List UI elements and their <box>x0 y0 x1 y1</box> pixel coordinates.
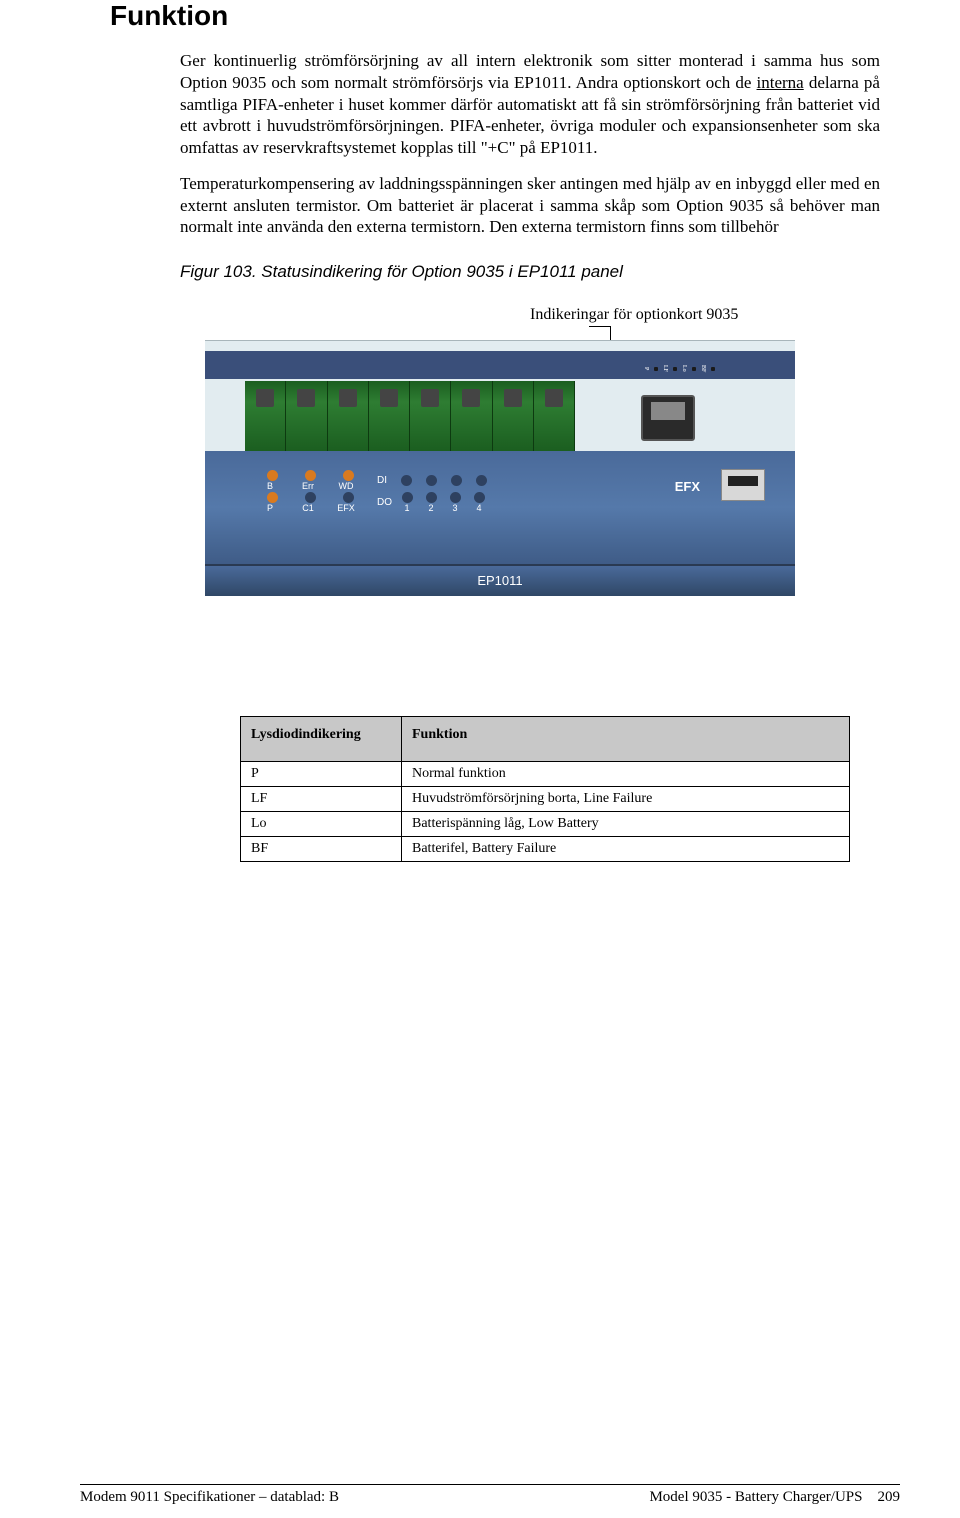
device-illustration: P LF Lo BF B Err WD DI P C1 EFX DO 1234 EFX EP1011 <box>205 340 795 596</box>
table-cell: Batterifel, Battery Failure <box>402 837 850 862</box>
table-row: LoBatterispänning låg, Low Battery <box>241 812 850 837</box>
terminal-segment <box>286 381 327 451</box>
tiny-led <box>673 367 677 371</box>
led-row-2: P C1 EFX DO 1234 <box>257 491 795 513</box>
figure-caption: Figur 103. Statusindikering för Option 9… <box>180 262 880 282</box>
led-label: B <box>257 481 283 491</box>
table-cell: LF <box>241 787 402 812</box>
led-label: C1 <box>295 503 321 513</box>
terminal-segment <box>451 381 492 451</box>
tiny-led <box>692 367 696 371</box>
device-model-bar: EP1011 <box>205 566 795 596</box>
led-label: EFX <box>333 503 359 513</box>
usb-port <box>721 469 765 501</box>
table-cell: BF <box>241 837 402 862</box>
table-cell: Batterispänning låg, Low Battery <box>402 812 850 837</box>
footer-right: Model 9035 - Battery Charger/UPS 209 <box>649 1489 900 1506</box>
panel-led <box>474 492 485 503</box>
footer-page-num: 209 <box>878 1489 901 1505</box>
panel-led <box>402 492 413 503</box>
panel-led <box>426 475 437 486</box>
panel-led <box>343 470 354 481</box>
th-indikering: Lysdiodindikering <box>241 717 402 762</box>
tiny-led <box>654 367 658 371</box>
paragraph-2: Temperaturkompensering av laddningsspänn… <box>110 173 880 238</box>
tiny-led-label: BF <box>700 365 706 372</box>
indikeringar-label: Indikeringar för optionkort 9035 <box>530 306 880 324</box>
table-cell: Lo <box>241 812 402 837</box>
terminal-segment <box>245 381 286 451</box>
table-row: BFBatterifel, Battery Failure <box>241 837 850 862</box>
terminal-segment <box>410 381 451 451</box>
terminal-block <box>245 381 575 451</box>
terminal-segment <box>493 381 534 451</box>
row-di-label: DI <box>377 475 387 486</box>
panel-led <box>450 492 461 503</box>
panel-led <box>476 475 487 486</box>
table-row: LFHuvudströmförsörjning borta, Line Fail… <box>241 787 850 812</box>
led-num-label: 2 <box>422 503 440 513</box>
tiny-led-label: Lo <box>681 365 687 372</box>
panel-led <box>401 475 412 486</box>
option9035-leds: P LF Lo BF <box>643 365 715 372</box>
terminal-segment <box>534 381 575 451</box>
led-label: Err <box>295 481 321 491</box>
footer-left: Modem 9011 Specifikationer – datablad: B <box>80 1489 339 1506</box>
pcb-strip: P LF Lo BF <box>205 351 795 379</box>
terminal-segment <box>328 381 369 451</box>
page-footer: Modem 9011 Specifikationer – datablad: B… <box>80 1484 900 1506</box>
led-function-table: Lysdiodindikering Funktion PNormal funkt… <box>240 716 850 862</box>
led-num-label: 4 <box>470 503 488 513</box>
led-num-label: 1 <box>398 503 416 513</box>
para1-underline: interna <box>757 73 804 92</box>
th-funktion: Funktion <box>402 717 850 762</box>
tiny-led-label: P <box>643 367 649 370</box>
table-cell: Huvudströmförsörjning borta, Line Failur… <box>402 787 850 812</box>
efx-label: EFX <box>675 479 700 494</box>
indikeringar-pointer <box>610 326 612 340</box>
rj-port <box>641 395 695 441</box>
terminal-segment <box>369 381 410 451</box>
device-top-board: P LF Lo BF <box>205 340 795 451</box>
row-do-label: DO <box>377 497 392 508</box>
paragraph-1: Ger kontinuerlig strömförsörjning av all… <box>110 50 880 159</box>
tiny-led <box>711 367 715 371</box>
table-row: PNormal funktion <box>241 762 850 787</box>
panel-led <box>343 492 354 503</box>
led-label: WD <box>333 481 359 491</box>
tiny-led-label: LF <box>662 365 668 372</box>
section-title: Funktion <box>110 0 880 32</box>
panel-led <box>426 492 437 503</box>
panel-led <box>451 475 462 486</box>
panel-led <box>267 470 278 481</box>
panel-led <box>305 470 316 481</box>
table-cell: Normal funktion <box>402 762 850 787</box>
device-front-panel: B Err WD DI P C1 EFX DO 1234 EFX <box>205 451 795 566</box>
footer-model: Model 9035 - Battery Charger/UPS <box>649 1489 862 1505</box>
table-cell: P <box>241 762 402 787</box>
led-num-label: 3 <box>446 503 464 513</box>
panel-led <box>267 492 278 503</box>
led-row-1: B Err WD DI <box>257 469 795 491</box>
led-label: P <box>257 503 283 513</box>
panel-led <box>305 492 316 503</box>
